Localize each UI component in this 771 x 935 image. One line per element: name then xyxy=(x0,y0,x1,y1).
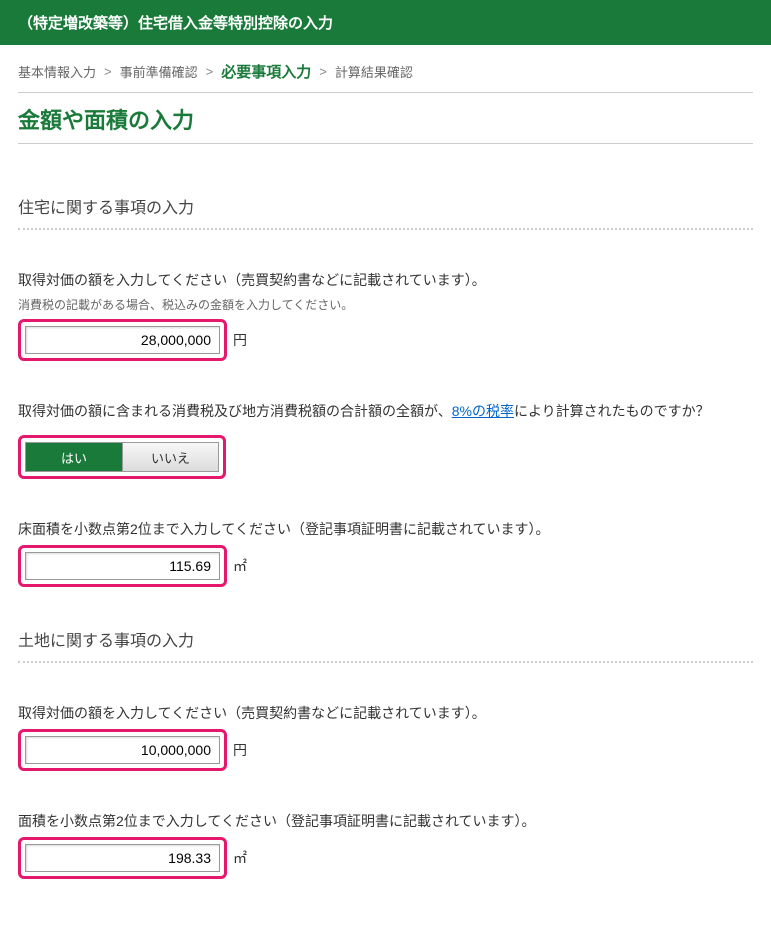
chevron-icon: > xyxy=(104,64,112,79)
field-tax-rate-question: 取得対価の額に含まれる消費税及び地方消費税額の合計額の全額が、8%の税率により計… xyxy=(18,401,753,479)
breadcrumb-item[interactable]: 事前準備確認 xyxy=(120,62,198,81)
field-housing-price: 取得対価の額を入力してください（売買契約書などに記載されています）。 消費税の記… xyxy=(18,270,753,361)
land-area-input[interactable] xyxy=(25,844,220,872)
tax-rate-no-button[interactable]: いいえ xyxy=(122,443,218,471)
unit-label: 円 xyxy=(233,740,247,760)
chevron-icon: > xyxy=(206,64,214,79)
content-area: 基本情報入力 > 事前準備確認 > 必要事項入力 > 計算結果確認 金額や面積の… xyxy=(0,45,771,935)
breadcrumb-item[interactable]: 基本情報入力 xyxy=(18,62,96,81)
header-title: （特定増改築等）住宅借入金等特別控除の入力 xyxy=(18,15,333,32)
chevron-icon: > xyxy=(319,64,327,79)
floor-area-input[interactable] xyxy=(25,552,220,580)
unit-label: ㎡ xyxy=(233,556,247,576)
unit-label: ㎡ xyxy=(233,848,247,868)
field-label: 取得対価の額に含まれる消費税及び地方消費税額の合計額の全額が、8%の税率により計… xyxy=(18,401,753,421)
field-land-price: 取得対価の額を入力してください（売買契約書などに記載されています）。 円 xyxy=(18,703,753,771)
section-title-housing: 住宅に関する事項の入力 xyxy=(18,194,753,230)
header-bar: （特定増改築等）住宅借入金等特別控除の入力 xyxy=(0,0,771,45)
field-label: 取得対価の額を入力してください（売買契約書などに記載されています）。 xyxy=(18,703,753,723)
tax-rate-toggle: はい いいえ xyxy=(25,442,219,472)
unit-label: 円 xyxy=(233,330,247,350)
breadcrumb-item-current: 必要事項入力 xyxy=(221,61,311,82)
breadcrumb-item[interactable]: 計算結果確認 xyxy=(335,62,413,81)
housing-price-input[interactable] xyxy=(25,326,220,354)
tax-rate-link[interactable]: 8%の税率 xyxy=(452,403,514,419)
tax-rate-yes-button[interactable]: はい xyxy=(26,443,122,471)
page-title: 金額や面積の入力 xyxy=(18,103,753,144)
field-label: 取得対価の額を入力してください（売買契約書などに記載されています）。 xyxy=(18,270,753,290)
field-label: 床面積を小数点第2位まで入力してください（登記事項証明書に記載されています）。 xyxy=(18,519,753,539)
breadcrumb: 基本情報入力 > 事前準備確認 > 必要事項入力 > 計算結果確認 xyxy=(18,61,753,93)
section-title-land: 土地に関する事項の入力 xyxy=(18,627,753,663)
field-land-area: 面積を小数点第2位まで入力してください（登記事項証明書に記載されています）。 ㎡ xyxy=(18,811,753,879)
field-floor-area: 床面積を小数点第2位まで入力してください（登記事項証明書に記載されています）。 … xyxy=(18,519,753,587)
field-sublabel: 消費税の記載がある場合、税込みの金額を入力してください。 xyxy=(18,296,753,313)
land-price-input[interactable] xyxy=(25,736,220,764)
field-label: 面積を小数点第2位まで入力してください（登記事項証明書に記載されています）。 xyxy=(18,811,753,831)
